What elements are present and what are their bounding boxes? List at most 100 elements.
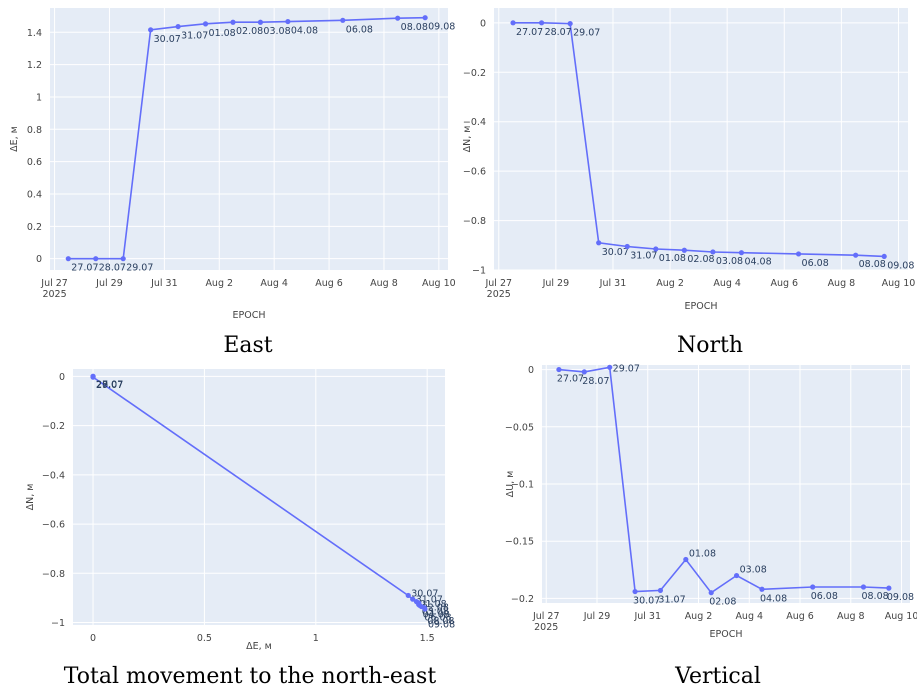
data-point xyxy=(257,19,264,25)
y-tick-label: 0.4 xyxy=(27,189,42,200)
data-point-label: 30.07 xyxy=(411,588,438,599)
data-point-label: 28.07 xyxy=(582,376,609,387)
data-point xyxy=(708,590,714,596)
data-point-label: 02.08 xyxy=(687,254,714,265)
x-tick-label: Aug 4 xyxy=(260,278,288,289)
data-point-label: 31.07 xyxy=(658,594,685,605)
data-point-label: 02.08 xyxy=(236,26,263,37)
data-point-label: 31.07 xyxy=(630,251,657,262)
data-point-label: 09.08 xyxy=(428,22,455,33)
data-point xyxy=(567,20,573,27)
panel-caption: Total movement to the north-east xyxy=(64,664,437,689)
data-point xyxy=(853,252,859,258)
data-point xyxy=(148,27,154,33)
x-tick-label: Jul 31 xyxy=(599,278,627,289)
y-tick-label: −0.1 xyxy=(511,480,534,491)
data-point xyxy=(510,20,516,26)
data-point-label: 27.07 xyxy=(96,379,123,390)
y-tick-label: 1.4 xyxy=(27,28,42,39)
y-tick-label: −0.4 xyxy=(42,470,65,481)
data-point-label: 06.08 xyxy=(811,591,838,602)
x-tick-label: Aug 8 xyxy=(828,278,856,289)
x-tick-label: Jul 27 xyxy=(484,278,512,289)
data-point-label: 01.08 xyxy=(659,253,686,264)
x-tick-label: Aug 10 xyxy=(422,278,456,289)
data-point-label: 06.08 xyxy=(802,258,829,269)
x-tick-label: Aug 6 xyxy=(315,278,343,289)
data-point-label: 02.08 xyxy=(422,602,449,613)
y-tick-label: 0 xyxy=(59,372,65,383)
data-point xyxy=(90,374,96,380)
data-point-label: 29.07 xyxy=(613,363,640,374)
y-tick-label: −1 xyxy=(472,266,486,277)
x-tick-sublabel: 2025 xyxy=(487,289,511,300)
x-tick-label: Aug 6 xyxy=(786,611,814,622)
y-tick-label: −0.2 xyxy=(42,421,65,432)
panel-caption: East xyxy=(223,333,272,358)
data-point xyxy=(681,247,687,253)
y-tick-label: 0 xyxy=(36,254,42,265)
x-tick-label: Aug 2 xyxy=(685,611,713,622)
x-tick-label: Aug 2 xyxy=(205,278,233,289)
x-tick-label: 1.5 xyxy=(420,633,435,644)
data-point-label: 03.08 xyxy=(263,26,290,37)
data-point xyxy=(340,17,346,23)
x-tick-label: Aug 10 xyxy=(885,611,917,622)
data-point xyxy=(65,256,71,262)
y-tick-label: 0.2 xyxy=(27,222,42,233)
y-tick-label: −0.6 xyxy=(42,520,65,531)
x-tick-label: Aug 10 xyxy=(882,278,916,289)
data-point-label: 08.08 xyxy=(401,22,428,33)
data-point-label: 04.08 xyxy=(291,26,318,37)
data-point-label: 02.08 xyxy=(709,597,736,608)
y-tick-label: −0.8 xyxy=(42,569,65,580)
data-point-label: 08.08 xyxy=(427,616,454,627)
data-point-label: 08.08 xyxy=(859,259,886,270)
data-point xyxy=(410,596,416,602)
data-point xyxy=(202,21,209,27)
data-point-label: 09.08 xyxy=(428,620,455,631)
x-tick-sublabel: 2025 xyxy=(42,289,66,300)
data-point xyxy=(581,369,587,375)
x-tick-label: Aug 8 xyxy=(370,278,398,289)
y-axis-title: ΔU, м xyxy=(505,471,516,498)
x-axis-title: ΔE, м xyxy=(246,641,272,652)
data-point xyxy=(624,243,630,250)
data-point xyxy=(881,253,887,260)
x-tick-label: Aug 4 xyxy=(735,611,763,622)
y-tick-label: −0.05 xyxy=(505,422,534,433)
data-point xyxy=(795,251,802,257)
panel-3: 0 0.5 1 1.5 0 −0.2 −0.4 −0.6 −0.8 −1 27.0728.0729.… xyxy=(25,369,455,689)
data-point-label: 30.07 xyxy=(602,247,629,258)
data-point-label: 01.08 xyxy=(419,599,446,610)
data-point-label: 31.07 xyxy=(181,31,208,42)
data-point-label: 30.07 xyxy=(154,34,181,45)
series-line xyxy=(513,22,885,258)
data-point-label: 06.08 xyxy=(424,613,451,624)
data-point-label: 03.08 xyxy=(716,256,743,267)
data-point xyxy=(596,240,602,246)
data-point xyxy=(710,249,716,255)
data-point xyxy=(810,584,816,590)
x-tick-sublabel: 2025 xyxy=(534,622,558,633)
data-point xyxy=(607,364,613,370)
x-axis-title: EPOCH xyxy=(233,310,266,321)
data-point xyxy=(683,556,689,563)
data-point-label: 29.07 xyxy=(573,28,600,39)
data-point xyxy=(632,588,638,595)
x-tick-label: 0 xyxy=(90,633,96,644)
data-point-label: 04.08 xyxy=(760,593,787,604)
y-tick-label: 0.8 xyxy=(27,125,42,136)
x-tick-label: 1 xyxy=(313,633,319,644)
data-point-label: 08.08 xyxy=(861,591,888,602)
data-point-label: 28.07 xyxy=(99,263,126,274)
data-point-label: 09.08 xyxy=(887,260,914,271)
x-tick-label: Jul 31 xyxy=(633,611,661,622)
data-point-label: 31.07 xyxy=(416,594,443,605)
y-axis-title: ΔN, м xyxy=(462,126,473,153)
y-tick-label: −1 xyxy=(51,618,65,629)
data-point-label: 27.07 xyxy=(71,263,98,274)
data-point-label: 28.07 xyxy=(96,379,123,390)
data-point xyxy=(886,585,892,591)
